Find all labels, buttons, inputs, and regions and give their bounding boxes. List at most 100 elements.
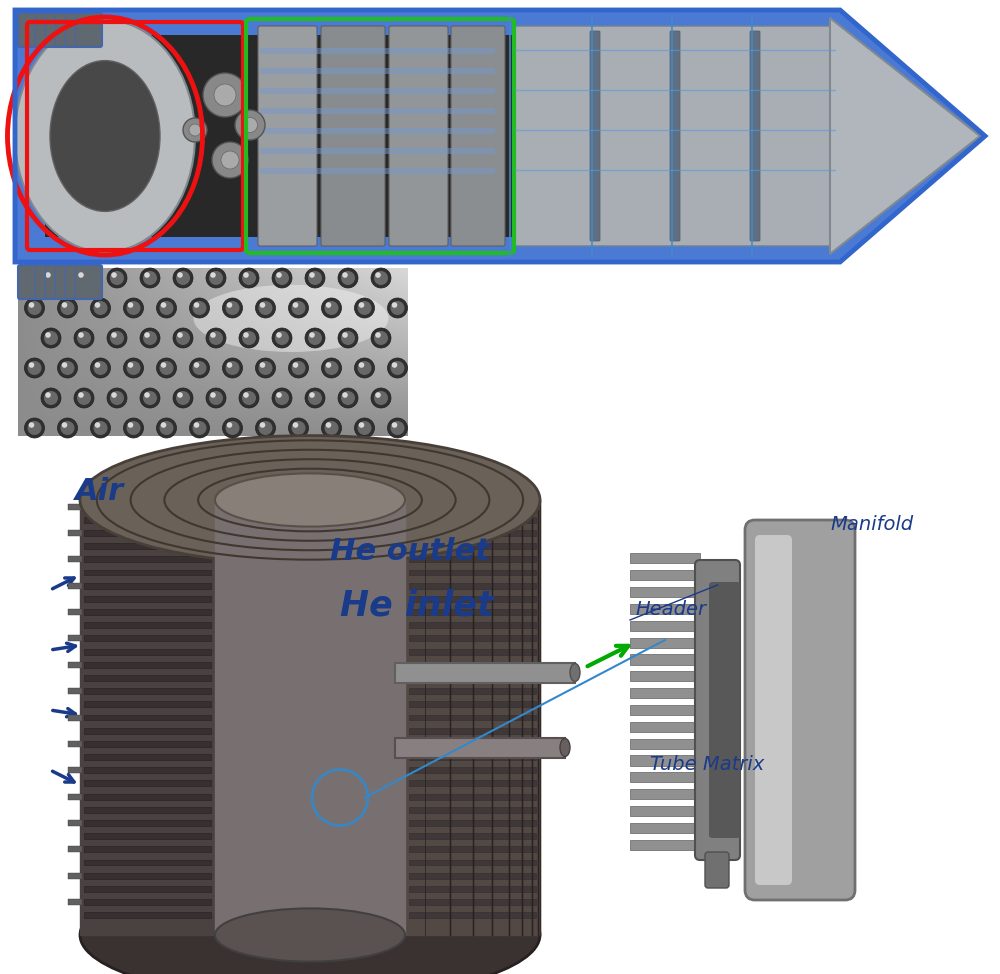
Ellipse shape — [215, 473, 405, 527]
Circle shape — [243, 332, 249, 338]
Circle shape — [160, 301, 174, 315]
Polygon shape — [395, 662, 575, 683]
Circle shape — [390, 361, 404, 375]
Circle shape — [226, 421, 240, 435]
Circle shape — [206, 328, 226, 348]
Circle shape — [29, 422, 34, 428]
Circle shape — [293, 302, 298, 308]
Circle shape — [110, 331, 124, 345]
Ellipse shape — [560, 738, 570, 757]
Circle shape — [375, 332, 381, 338]
Polygon shape — [409, 846, 536, 852]
Circle shape — [161, 422, 166, 428]
Circle shape — [258, 301, 272, 315]
Polygon shape — [409, 806, 536, 812]
FancyBboxPatch shape — [451, 26, 505, 246]
Circle shape — [28, 361, 42, 375]
Polygon shape — [84, 741, 211, 747]
Circle shape — [143, 271, 157, 285]
Circle shape — [192, 421, 207, 435]
FancyBboxPatch shape — [745, 520, 855, 900]
Circle shape — [177, 393, 183, 397]
Polygon shape — [260, 108, 495, 114]
Circle shape — [392, 302, 397, 308]
Circle shape — [239, 268, 259, 288]
Circle shape — [324, 301, 338, 315]
Circle shape — [45, 393, 51, 397]
Text: He outlet: He outlet — [330, 537, 490, 566]
Circle shape — [210, 332, 216, 338]
Polygon shape — [84, 596, 211, 602]
Circle shape — [194, 422, 199, 428]
Circle shape — [183, 118, 207, 142]
Polygon shape — [84, 661, 211, 668]
Circle shape — [74, 268, 94, 288]
Circle shape — [222, 358, 242, 378]
Polygon shape — [409, 715, 536, 721]
Polygon shape — [84, 780, 211, 786]
Polygon shape — [630, 789, 700, 800]
Polygon shape — [68, 635, 82, 642]
Circle shape — [390, 421, 404, 435]
Polygon shape — [409, 543, 536, 549]
Circle shape — [371, 328, 391, 348]
Polygon shape — [84, 689, 211, 694]
Polygon shape — [409, 517, 536, 523]
Circle shape — [206, 388, 226, 408]
Circle shape — [324, 421, 338, 435]
Polygon shape — [409, 754, 536, 760]
Polygon shape — [68, 689, 82, 694]
Polygon shape — [630, 587, 700, 597]
Circle shape — [143, 391, 157, 405]
Polygon shape — [84, 820, 211, 826]
Circle shape — [156, 358, 176, 378]
Circle shape — [140, 268, 160, 288]
Circle shape — [222, 418, 242, 438]
Circle shape — [173, 328, 193, 348]
Circle shape — [206, 268, 226, 288]
Text: Header: Header — [635, 600, 706, 619]
Circle shape — [338, 268, 358, 288]
Circle shape — [242, 271, 256, 285]
Polygon shape — [630, 620, 700, 631]
Polygon shape — [630, 705, 700, 715]
Circle shape — [128, 422, 133, 428]
Circle shape — [143, 331, 157, 345]
Polygon shape — [409, 820, 536, 826]
Circle shape — [160, 361, 174, 375]
Circle shape — [358, 301, 372, 315]
Polygon shape — [84, 754, 211, 760]
Circle shape — [388, 298, 408, 318]
Circle shape — [359, 302, 364, 308]
Circle shape — [322, 358, 342, 378]
Polygon shape — [84, 873, 211, 879]
Circle shape — [322, 418, 342, 438]
Circle shape — [392, 422, 397, 428]
Polygon shape — [630, 688, 700, 698]
Polygon shape — [68, 661, 82, 668]
Polygon shape — [409, 780, 536, 786]
Circle shape — [276, 332, 282, 338]
Circle shape — [78, 332, 84, 338]
Polygon shape — [84, 517, 211, 523]
Circle shape — [227, 422, 232, 428]
Circle shape — [341, 271, 355, 285]
Polygon shape — [409, 609, 536, 615]
Circle shape — [126, 301, 140, 315]
Polygon shape — [630, 638, 700, 648]
Circle shape — [29, 362, 34, 368]
Circle shape — [309, 272, 315, 278]
Circle shape — [90, 418, 110, 438]
Polygon shape — [630, 671, 700, 682]
Circle shape — [124, 418, 144, 438]
Circle shape — [275, 271, 289, 285]
Circle shape — [293, 422, 298, 428]
Circle shape — [222, 298, 242, 318]
FancyBboxPatch shape — [18, 265, 102, 299]
Polygon shape — [84, 768, 211, 773]
FancyBboxPatch shape — [513, 26, 837, 246]
Text: Tube Matrix: Tube Matrix — [650, 755, 764, 774]
Circle shape — [176, 331, 190, 345]
Polygon shape — [15, 10, 985, 262]
Circle shape — [94, 361, 108, 375]
